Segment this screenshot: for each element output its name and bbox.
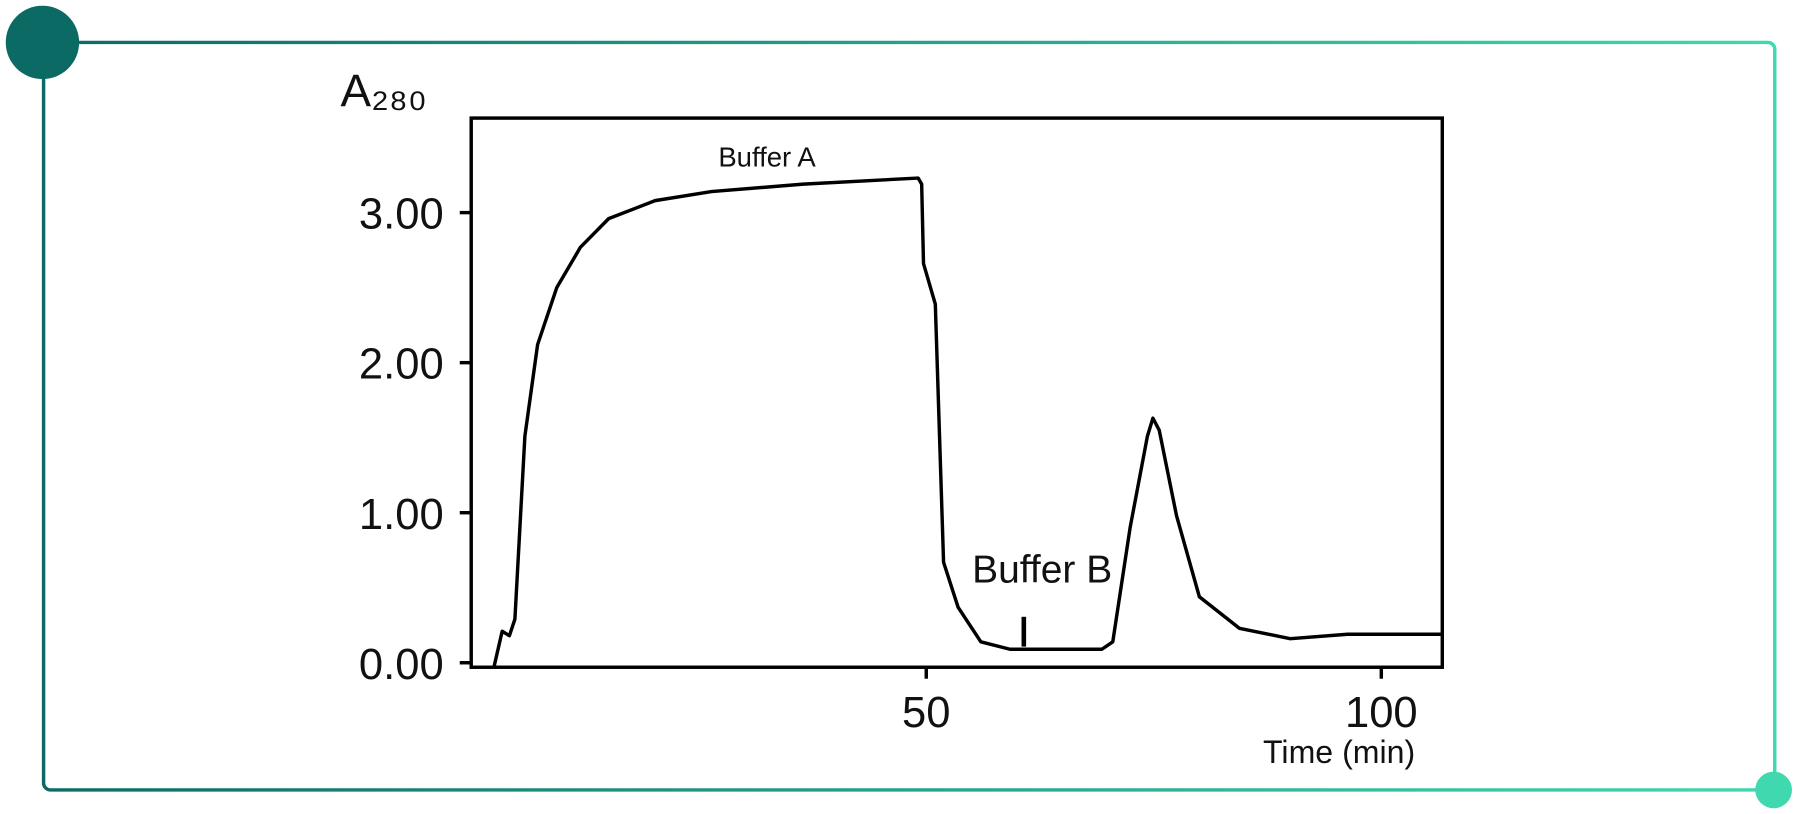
frame-dot bbox=[1755, 771, 1792, 809]
annotation: Buffer B bbox=[972, 548, 1112, 591]
plot-box bbox=[469, 116, 1445, 669]
y-tick-label: 2.00 bbox=[359, 341, 444, 389]
annotation: Buffer A bbox=[718, 142, 816, 173]
x-tick-label: 50 bbox=[902, 689, 950, 737]
data-line bbox=[492, 176, 1443, 668]
y-tick-label: 1.00 bbox=[359, 491, 444, 539]
frame bbox=[41, 40, 1777, 792]
x-tick-label: 100 bbox=[1345, 689, 1418, 737]
y-tick-label: 0.00 bbox=[359, 641, 444, 689]
y-axis-label: A₂₈₀ bbox=[341, 64, 427, 116]
frame-dot bbox=[5, 5, 80, 80]
y-tick-label: 3.00 bbox=[359, 191, 444, 239]
x-axis-label: Time (min) bbox=[1263, 734, 1415, 770]
